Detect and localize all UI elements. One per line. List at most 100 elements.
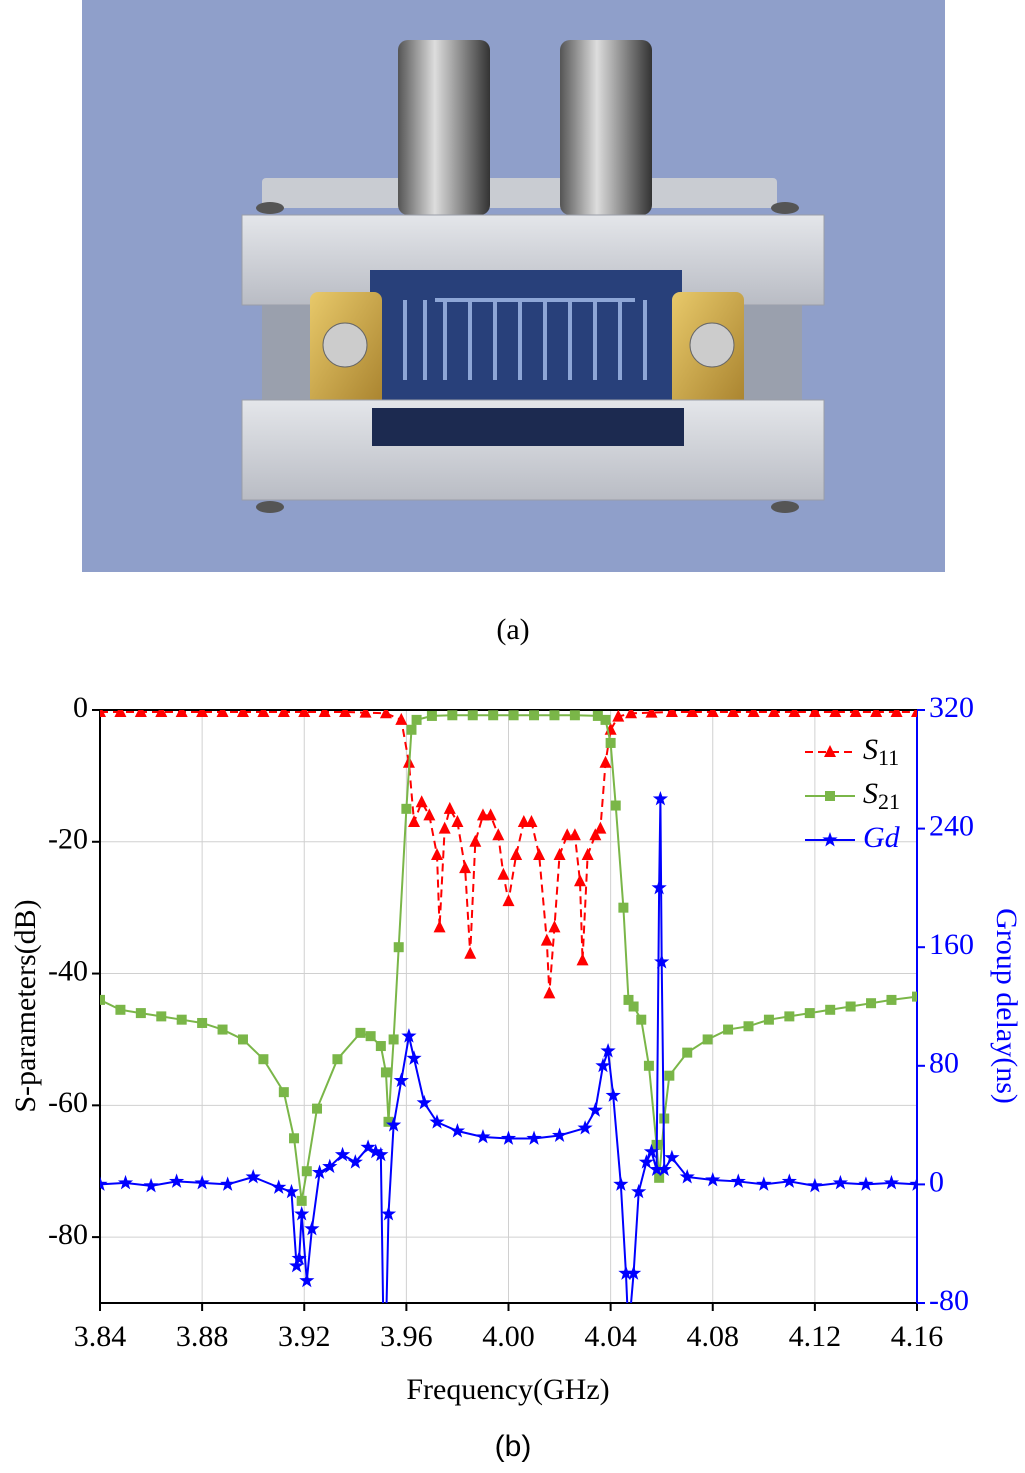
- plot-area: [100, 710, 917, 1303]
- marker: [484, 808, 497, 821]
- marker: [464, 946, 477, 959]
- marker: [628, 1001, 639, 1012]
- marker: [747, 710, 760, 717]
- marker: [451, 815, 464, 828]
- marker: [383, 1116, 394, 1127]
- marker: [271, 1179, 287, 1194]
- marker: [196, 710, 209, 717]
- x-tick-label: 4.08: [687, 1320, 740, 1353]
- marker: [610, 800, 621, 811]
- marker: [600, 714, 611, 725]
- marker: [705, 1171, 721, 1187]
- marker: [443, 801, 456, 814]
- x-tick-label: 4.04: [584, 1320, 637, 1353]
- y-tick-label: -40: [48, 954, 88, 987]
- marker: [347, 1154, 363, 1169]
- marker: [288, 1257, 305, 1273]
- marker: [618, 902, 629, 913]
- marker: [605, 1087, 621, 1102]
- marker: [114, 710, 127, 717]
- marker: [298, 710, 311, 717]
- marker: [467, 710, 478, 721]
- marker: [502, 894, 515, 907]
- marker: [143, 1177, 159, 1193]
- marker: [540, 933, 553, 946]
- marker: [476, 808, 489, 821]
- y2-tick-label: -80: [929, 1284, 969, 1317]
- marker: [411, 714, 422, 725]
- marker: [529, 710, 540, 721]
- marker: [682, 1047, 693, 1058]
- marker: [825, 1004, 836, 1015]
- marker: [475, 1128, 491, 1144]
- marker: [488, 710, 499, 721]
- marker: [568, 828, 581, 841]
- marker: [375, 1041, 386, 1052]
- marker: [656, 1161, 672, 1177]
- marker: [449, 1123, 466, 1138]
- y-tick-label: -60: [48, 1086, 88, 1119]
- marker: [788, 710, 801, 717]
- y-tick-label: 0: [73, 691, 88, 724]
- marker: [625, 710, 638, 719]
- marker: [569, 710, 580, 721]
- marker: [401, 803, 412, 814]
- x-tick-label: 3.88: [176, 1320, 229, 1353]
- marker: [294, 1206, 310, 1221]
- marker: [311, 1164, 328, 1180]
- marker: [808, 710, 821, 717]
- marker: [431, 847, 444, 860]
- marker: [438, 821, 451, 834]
- x-tick-label: 4.16: [891, 1320, 944, 1353]
- marker: [277, 710, 290, 717]
- marker: [730, 1173, 746, 1188]
- marker: [543, 986, 556, 999]
- marker: [304, 1220, 320, 1236]
- marker: [804, 1008, 815, 1019]
- marker: [322, 1158, 338, 1174]
- marker: [388, 1034, 399, 1045]
- marker: [533, 847, 546, 860]
- marker: [723, 1024, 734, 1035]
- marker: [168, 1173, 185, 1188]
- marker: [175, 710, 188, 717]
- marker: [469, 834, 482, 847]
- marker: [886, 994, 897, 1005]
- marker: [380, 1206, 397, 1221]
- marker: [577, 1120, 593, 1135]
- marker: [784, 1011, 795, 1022]
- marker: [870, 710, 883, 717]
- marker: [652, 790, 669, 806]
- marker: [318, 710, 331, 717]
- marker: [429, 1114, 445, 1129]
- marker: [890, 710, 903, 717]
- marker: [406, 1050, 422, 1065]
- marker: [386, 1117, 402, 1132]
- y-axis-label: S-parameters(dB): [9, 899, 42, 1112]
- marker: [176, 1014, 187, 1025]
- marker: [100, 710, 106, 717]
- marker: [645, 710, 658, 718]
- marker: [296, 1195, 307, 1206]
- marker: [408, 815, 421, 828]
- marker: [525, 815, 538, 828]
- marker: [548, 920, 561, 933]
- marker: [600, 1042, 616, 1058]
- marker: [393, 1072, 409, 1088]
- marker: [216, 710, 229, 717]
- x-axis-label: Frequency(GHz): [406, 1373, 609, 1406]
- legend-entry: S21: [863, 777, 900, 814]
- marker: [459, 861, 472, 874]
- marker: [592, 710, 603, 721]
- marker: [605, 737, 616, 748]
- marker: [115, 1004, 126, 1015]
- marker: [526, 1130, 542, 1145]
- marker: [395, 712, 408, 725]
- marker: [447, 710, 458, 721]
- marker: [702, 1034, 713, 1045]
- legend-entry: S11: [863, 733, 899, 770]
- marker: [334, 1146, 351, 1162]
- marker: [406, 724, 417, 735]
- series-line: [100, 714, 917, 1202]
